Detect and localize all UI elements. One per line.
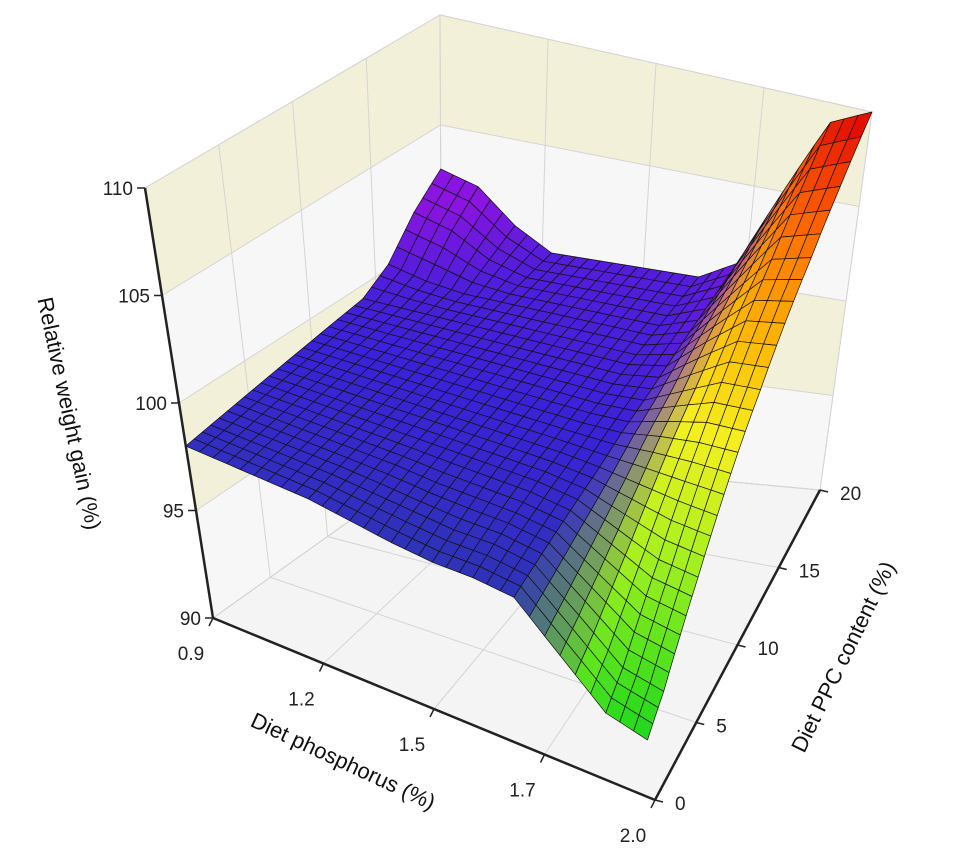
y-tick	[778, 566, 787, 571]
chart-axes	[137, 187, 829, 809]
z-tick-label: 100	[135, 394, 167, 415]
x-tick	[650, 799, 656, 809]
back-wall-band	[440, 15, 872, 207]
x-tick-label: 1.2	[288, 690, 314, 711]
x-tick-label: 0.9	[178, 644, 204, 665]
y-tick	[819, 489, 829, 493]
x-tick	[318, 663, 325, 672]
wall-gridline	[161, 124, 441, 296]
x-tick	[539, 754, 546, 763]
y-tick-label: 10	[758, 639, 779, 660]
z-tick-label: 105	[118, 287, 150, 308]
z-tick-label: 110	[103, 179, 133, 200]
y-tick-label: 15	[799, 562, 820, 583]
surface-mesh	[185, 111, 873, 741]
y-tick-label: 20	[840, 484, 861, 505]
y-tick	[737, 644, 746, 648]
wall-gridline	[144, 14, 441, 189]
x-tick	[429, 708, 435, 718]
z-tick-label: 90	[180, 609, 201, 630]
x-tick-label: 1.5	[399, 735, 425, 756]
z-tick-label: 95	[163, 502, 184, 523]
x-tick	[208, 617, 214, 627]
left-wall-band	[145, 15, 441, 296]
z-axis-label: Relative weight gain (%)	[32, 295, 106, 532]
y-tick-label: 0	[675, 794, 686, 815]
y-tick-label: 5	[716, 717, 727, 738]
wall-gridline	[439, 14, 873, 113]
left-wall-band	[162, 125, 441, 403]
y-tick	[696, 721, 705, 726]
y-tick	[654, 799, 664, 803]
x-tick-label: 2.0	[620, 826, 646, 847]
tick-labels: 0.9 1.2 1.5 1.7 2.0 0 5 10 15 20 90 95 100 105 110	[103, 179, 861, 847]
y-axis-label: Diet PPC content (%)	[786, 557, 900, 756]
x-axis-label: Diet phosphorus (%)	[247, 707, 439, 814]
surface-cell	[633, 714, 654, 741]
x-tick-label: 1.7	[509, 781, 535, 802]
